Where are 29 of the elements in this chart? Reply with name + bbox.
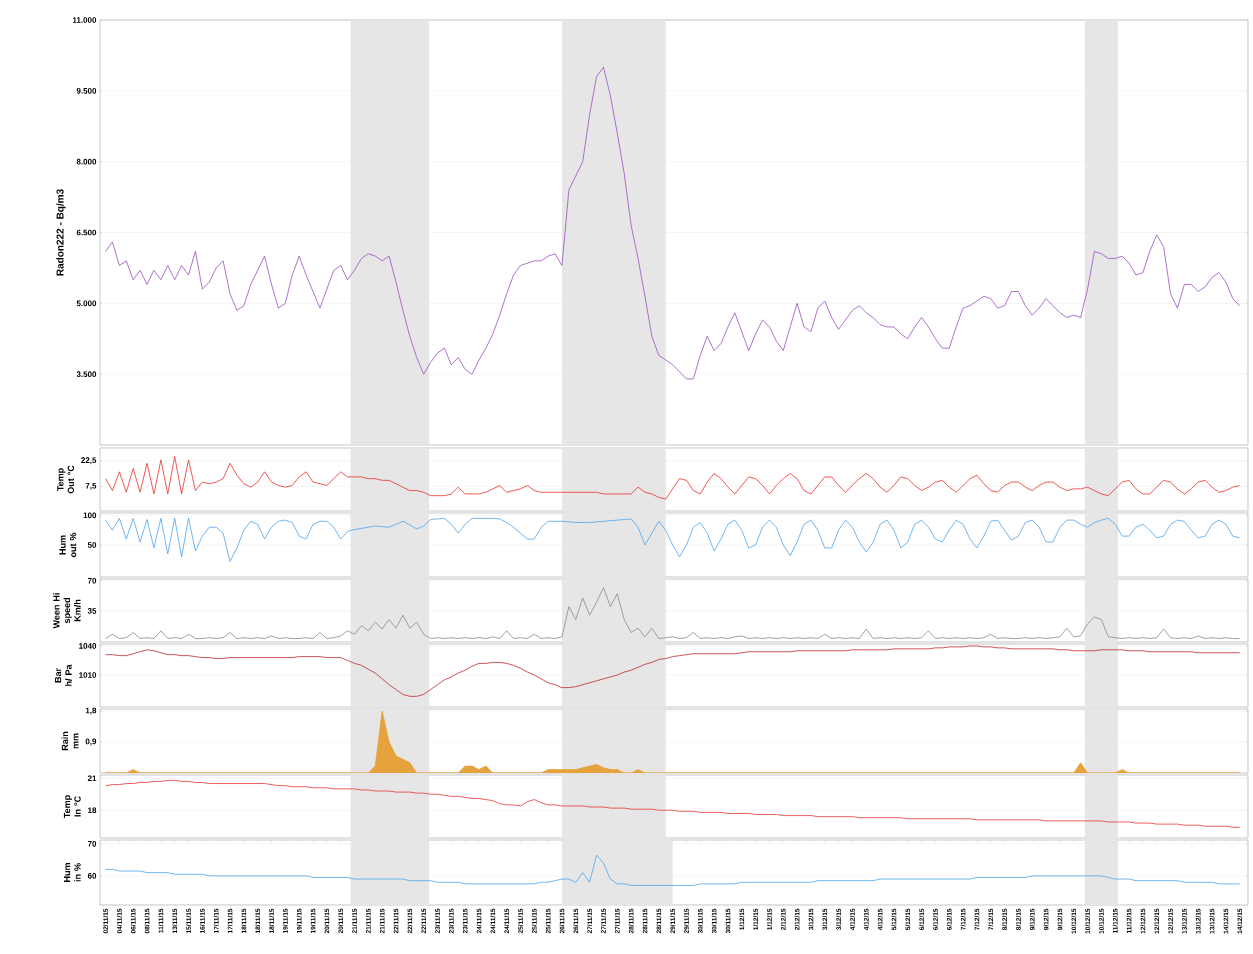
y-tick-label: 5.000 xyxy=(76,300,97,307)
y-tick-label: 21 xyxy=(87,775,97,781)
y-axis-title: Ween Hi speed Km/h xyxy=(53,593,81,629)
y-tick-label: 70 xyxy=(87,577,97,584)
line-series xyxy=(105,587,1241,639)
y-tick-label: 18 xyxy=(88,807,97,814)
y-axis-title: Rain mm xyxy=(61,731,79,751)
y-tick-label: 22,5 xyxy=(81,457,97,465)
y-tick-label: 6.500 xyxy=(76,229,97,236)
y-tick-label: 1010 xyxy=(79,672,97,678)
y-tick-label: 7,5 xyxy=(85,482,97,490)
y-tick-label: 35 xyxy=(87,608,97,614)
y-tick-label: 1040 xyxy=(79,643,97,649)
y-axis-title: Bar h/ Pa xyxy=(54,664,72,686)
y-axis-title: Temp Out °C xyxy=(57,465,75,494)
y-tick-label: 9.500 xyxy=(76,88,97,94)
y-tick-label: 0,9 xyxy=(85,738,97,746)
y-tick-label: 1,8 xyxy=(85,707,97,715)
y-tick-label: 100 xyxy=(83,512,97,519)
y-axis-title: Hum out % xyxy=(59,532,77,558)
y-tick-label: 11.000 xyxy=(72,17,97,23)
y-tick-label: 70 xyxy=(87,841,97,847)
y-axis-title: Temp In °C xyxy=(63,795,81,819)
y-tick-label: 3.500 xyxy=(76,371,97,377)
y-axis-title: Radon222 - Bq/m3 xyxy=(56,189,66,276)
y-tick-label: 50 xyxy=(87,542,97,548)
y-tick-label: 8.000 xyxy=(76,158,97,165)
y-tick-label: 60 xyxy=(87,873,97,879)
y-axis-title: Hum in % xyxy=(63,863,81,882)
